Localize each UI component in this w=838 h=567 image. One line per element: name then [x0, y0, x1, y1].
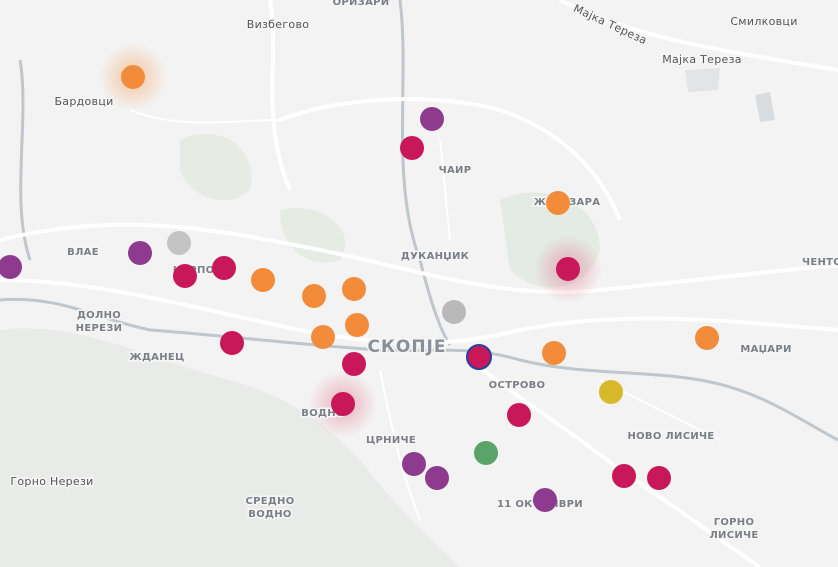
station-marker[interactable] — [345, 313, 369, 337]
station-marker[interactable] — [400, 136, 424, 160]
station-marker[interactable] — [311, 325, 335, 349]
place-label: СКОПЈЕ — [368, 337, 447, 357]
station-marker[interactable] — [212, 256, 236, 280]
station-marker[interactable] — [425, 466, 449, 490]
station-marker[interactable] — [442, 300, 466, 324]
place-label: Смилковци — [730, 15, 797, 28]
place-label: НОВО ЛИСИЧЕ — [627, 431, 714, 442]
station-marker[interactable] — [167, 231, 191, 255]
station-marker[interactable] — [302, 284, 326, 308]
station-marker[interactable] — [466, 344, 492, 370]
station-marker[interactable] — [507, 403, 531, 427]
place-label: ОРИЗАРИ — [333, 0, 390, 8]
place-label: ЦРНИЧЕ — [366, 435, 416, 446]
station-marker[interactable] — [599, 380, 623, 404]
station-marker[interactable] — [402, 452, 426, 476]
place-label: ЧЕНТО — [802, 257, 838, 268]
place-label: ОСТРОВО — [489, 380, 546, 391]
place-label: ДОЛНО — [77, 310, 121, 321]
station-marker[interactable] — [556, 257, 580, 281]
station-marker[interactable] — [533, 488, 557, 512]
place-label: ЧАИР — [439, 165, 472, 176]
place-label: ГОРНО — [714, 517, 755, 528]
station-marker[interactable] — [251, 268, 275, 292]
station-marker[interactable] — [420, 107, 444, 131]
station-marker[interactable] — [128, 241, 152, 265]
station-marker[interactable] — [121, 65, 145, 89]
place-label: МАЏАРИ — [740, 344, 791, 355]
place-label: ВЛАЕ — [67, 247, 99, 258]
station-marker[interactable] — [220, 331, 244, 355]
glows — [99, 43, 602, 438]
place-label: Визбегово — [247, 18, 310, 31]
place-label: ЛИСИЧЕ — [709, 530, 758, 541]
place-label: ЖДАНЕЦ — [129, 352, 184, 363]
place-label: Горно Нерези — [10, 475, 93, 488]
station-marker[interactable] — [647, 466, 671, 490]
place-label: Мајка Тереза — [662, 53, 742, 66]
station-marker[interactable] — [542, 341, 566, 365]
place-label: Бардовци — [54, 95, 113, 108]
station-marker[interactable] — [331, 392, 355, 416]
place-label: СРЕДНО — [245, 496, 294, 507]
station-marker[interactable] — [342, 352, 366, 376]
station-marker[interactable] — [474, 441, 498, 465]
station-marker[interactable] — [0, 255, 22, 279]
station-marker[interactable] — [612, 464, 636, 488]
station-markers — [0, 65, 719, 512]
station-marker[interactable] — [695, 326, 719, 350]
rivers — [0, 0, 838, 442]
terrain — [0, 68, 775, 567]
place-label: ДУКАНЏИК — [401, 251, 470, 262]
station-marker[interactable] — [173, 264, 197, 288]
station-marker[interactable] — [342, 277, 366, 301]
station-marker[interactable] — [546, 191, 570, 215]
place-label: ВОДНО — [248, 509, 291, 520]
place-label: НЕРЕЗИ — [76, 323, 123, 334]
